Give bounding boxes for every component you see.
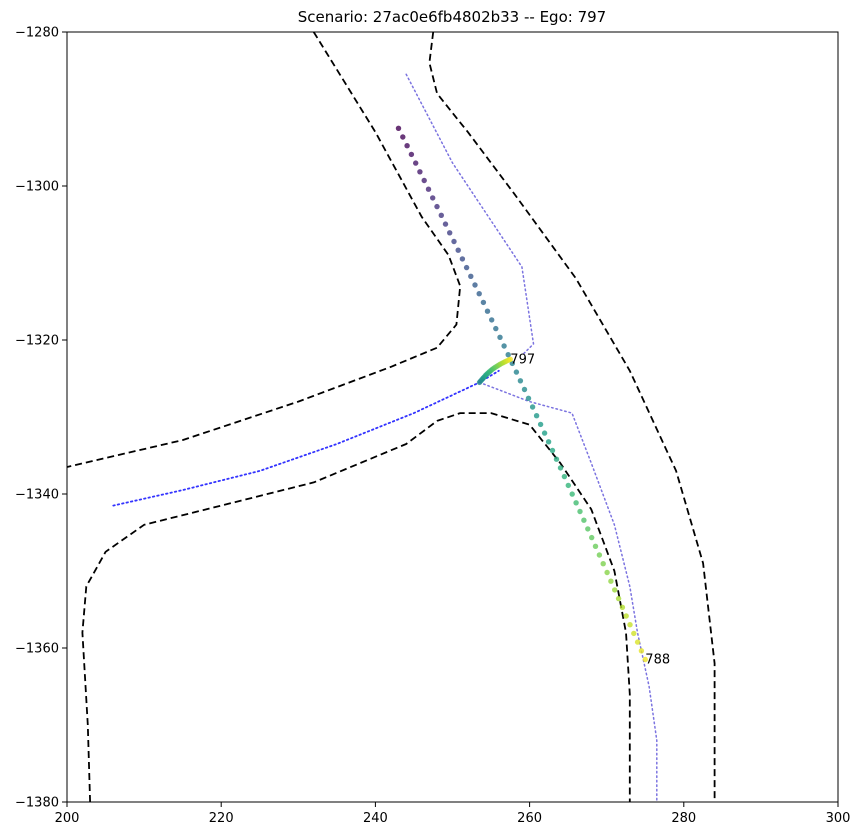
trajectory-point	[577, 508, 583, 515]
agent-label-788: 788	[645, 653, 670, 668]
road-edge-1	[81, 412, 631, 802]
x-tick-label: 300	[826, 811, 851, 826]
trajectory-point	[489, 317, 495, 323]
trajectory-point	[557, 465, 564, 471]
y-tick-label: −1280	[15, 26, 59, 41]
trajectory-point	[553, 456, 560, 462]
trajectory-point	[565, 482, 571, 489]
trajectory-point	[497, 334, 503, 340]
lane-centerline-1	[478, 381, 658, 802]
trajectory-point	[596, 552, 603, 558]
y-axis: −1280 −1300 −1320 −1340 −1360 −1380	[15, 26, 67, 811]
trajectory-point	[463, 264, 470, 271]
trajectory-point	[472, 282, 478, 288]
road-edge-0	[67, 32, 462, 468]
trajectory-point	[455, 247, 461, 253]
x-tick-label: 260	[517, 811, 542, 826]
x-axis: 200 220 240 260 280 300	[55, 802, 851, 826]
trajectory-point	[619, 604, 626, 610]
trajectory-point	[631, 630, 637, 637]
trajectory-point	[417, 169, 423, 175]
trajectory-point	[634, 639, 641, 645]
trajectory-point	[404, 143, 410, 149]
trajectory-point	[549, 447, 556, 454]
trajectory-point	[537, 421, 544, 428]
trajectory-point	[459, 256, 466, 262]
trajectory-point	[480, 299, 487, 306]
trajectory-point	[533, 413, 540, 419]
trajectory-point	[442, 221, 449, 227]
agent-labels: 797 788	[510, 352, 670, 667]
trajectory-point	[430, 195, 436, 201]
trajectory-point	[521, 386, 528, 393]
trajectory-point	[425, 186, 432, 192]
y-tick-label: −1340	[15, 488, 59, 503]
trajectory-797	[476, 356, 513, 386]
trajectory-point	[600, 561, 606, 567]
trajectory-point	[608, 578, 614, 584]
trajectory-point	[501, 343, 507, 349]
trajectory-point	[569, 491, 575, 497]
lane-centerline-0	[405, 73, 535, 357]
trajectory-point	[612, 587, 618, 593]
trajectory-point	[447, 230, 453, 236]
x-tick-label: 200	[55, 811, 80, 826]
trajectory-point	[561, 473, 568, 480]
trajectory-point	[408, 151, 415, 158]
trajectory-point	[513, 369, 520, 375]
trajectory-point	[642, 656, 648, 663]
trajectory-point	[615, 595, 622, 602]
x-tick-label: 280	[671, 811, 696, 826]
trajectory-point	[434, 203, 440, 210]
trajectory-point	[507, 356, 513, 362]
trajectory-point	[592, 543, 599, 549]
road-edges	[67, 32, 716, 802]
trajectory-point	[545, 439, 552, 445]
lane-centerlines	[112, 73, 658, 802]
trajectory-point	[505, 352, 511, 358]
x-tick-label: 240	[363, 811, 388, 826]
road-edge-2	[428, 32, 716, 802]
trajectory-point	[525, 395, 532, 401]
x-tick-label: 220	[209, 811, 234, 826]
y-tick-label: −1360	[15, 642, 59, 657]
trajectory-point	[451, 238, 457, 245]
trajectory-788	[395, 125, 648, 663]
trajectory-point	[484, 308, 491, 314]
trajectory-point	[476, 291, 482, 297]
trajectories	[395, 125, 648, 663]
trajectory-point	[581, 517, 587, 523]
plot-area	[67, 32, 716, 802]
trajectory-point	[573, 500, 579, 506]
trajectory-point	[400, 134, 406, 140]
trajectory-point	[604, 569, 610, 576]
trajectory-point	[493, 325, 499, 332]
y-tick-label: −1320	[15, 334, 59, 349]
trajectory-point	[623, 613, 629, 619]
trajectory-point	[468, 273, 474, 279]
y-tick-label: −1380	[15, 796, 59, 811]
trajectory-point	[585, 526, 591, 532]
trajectory-point	[509, 360, 515, 367]
chart-title: Scenario: 27ac0e6fb4802b33 -- Ego: 797	[298, 8, 606, 26]
lane-centerline-2	[112, 369, 500, 507]
trajectory-point	[517, 378, 524, 384]
trajectory-point	[638, 648, 645, 654]
trajectory-point	[395, 125, 402, 131]
trajectory-point	[627, 622, 633, 628]
trajectory-point	[529, 404, 536, 410]
y-tick-label: −1300	[15, 180, 59, 195]
trajectory-point	[421, 177, 427, 184]
plot-frame	[66, 31, 839, 803]
agent-label-797: 797	[510, 352, 535, 367]
trajectory-point	[438, 212, 444, 218]
trajectory-point	[413, 160, 419, 166]
trajectory-point	[589, 534, 595, 541]
trajectory-point	[541, 430, 548, 436]
